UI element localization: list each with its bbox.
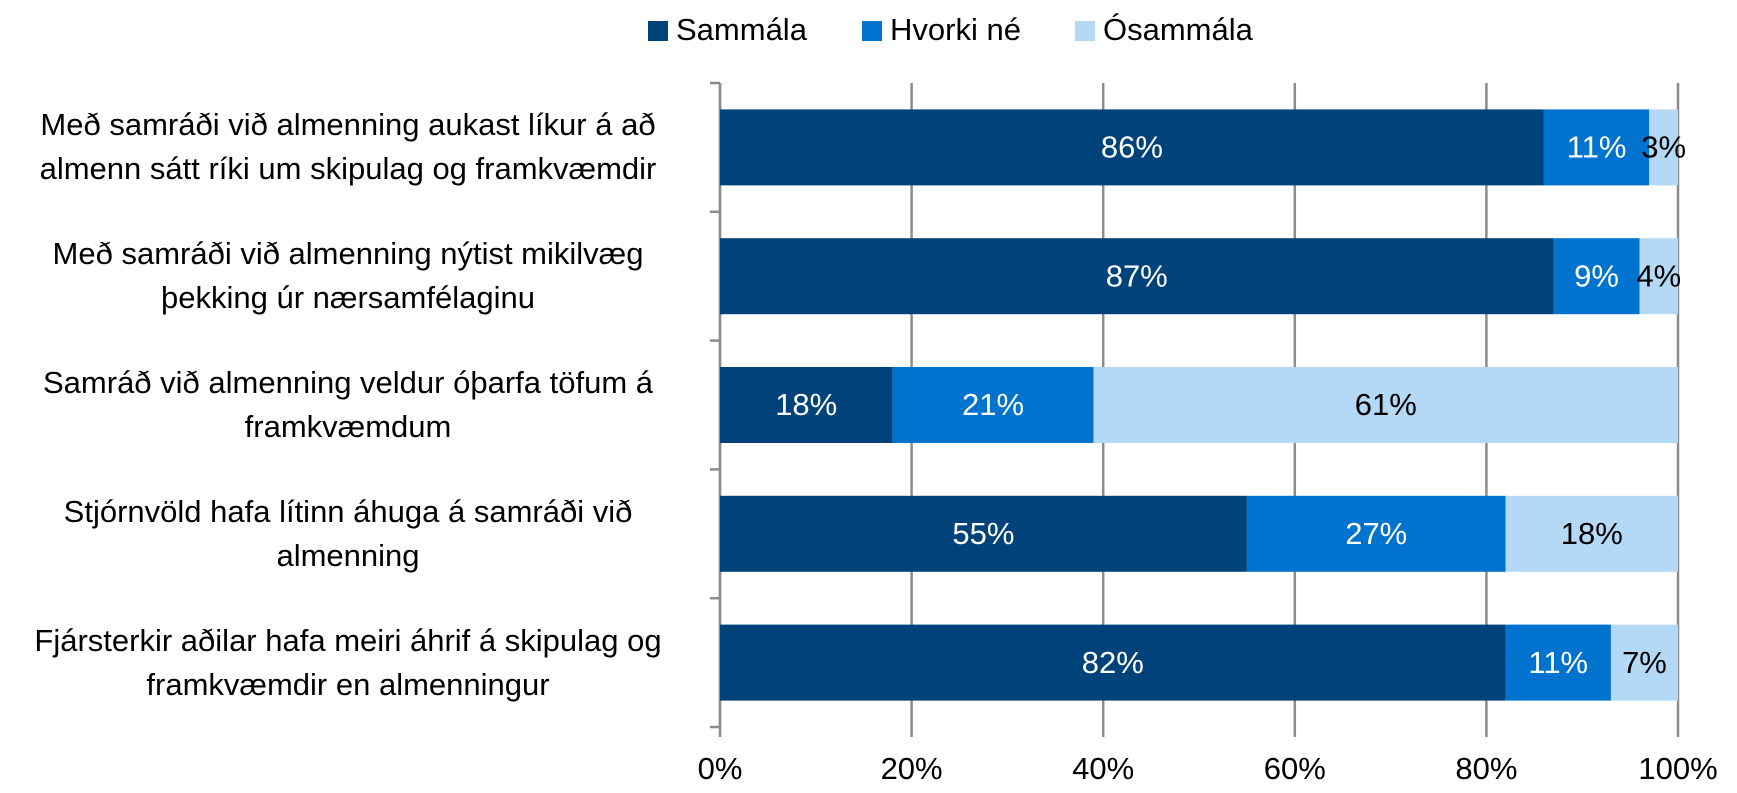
bar-segment: [1505, 624, 1611, 701]
value-label: 18%: [775, 387, 837, 422]
bar-segment: [720, 624, 1506, 701]
legend-swatch: [862, 21, 882, 41]
bar-segment: [1246, 495, 1506, 572]
legend-label: Sammála: [676, 12, 808, 47]
bar-segment: [1543, 109, 1650, 186]
legend-label: Hvorki né: [890, 12, 1021, 47]
bar-segment: [1553, 238, 1640, 315]
value-label: 9%: [1574, 258, 1619, 293]
value-label: 4%: [1636, 258, 1681, 293]
value-label: 27%: [1345, 516, 1407, 551]
x-tick-label: 60%: [1264, 751, 1326, 786]
value-label: 11%: [1528, 645, 1588, 680]
category-label: Samráð við almenning veldur óþarfa töfum…: [43, 365, 653, 444]
bar-segment: [720, 367, 893, 443]
legend-label: Ósammála: [1103, 12, 1254, 47]
category-label: Með samráði við almenning aukast líkur á…: [39, 107, 657, 187]
value-label: 11%: [1567, 130, 1627, 165]
legend-swatch: [1075, 21, 1095, 41]
x-tick-label: 40%: [1072, 751, 1134, 786]
bar-segment: [1093, 367, 1678, 443]
legend-swatch: [648, 21, 668, 41]
bar-segment: [892, 367, 1094, 443]
value-label: 61%: [1355, 387, 1417, 422]
category-label: Stjórnvöld hafa lítinn áhuga á samráði v…: [63, 493, 633, 573]
x-tick-label: 20%: [881, 751, 943, 786]
bar-segment: [720, 109, 1544, 186]
value-label: 82%: [1082, 645, 1144, 680]
category-label: Fjársterkir aðilar hafa meiri áhrif á sk…: [34, 622, 662, 702]
bar-segment: [1505, 495, 1678, 572]
bar-segment: [720, 238, 1554, 315]
bar-segment: [1649, 109, 1678, 186]
bar-segment: [720, 495, 1247, 572]
x-tick-label: 0%: [698, 751, 743, 786]
value-label: 7%: [1622, 645, 1667, 680]
x-tick-label: 100%: [1638, 751, 1717, 786]
bar-segment: [1639, 238, 1678, 315]
value-label: 86%: [1101, 130, 1163, 165]
category-label: Með samráði við almenning nýtist mikilvæ…: [52, 236, 644, 316]
value-label: 3%: [1641, 130, 1686, 165]
value-label: 87%: [1106, 258, 1168, 293]
bar-segment: [1610, 624, 1678, 701]
value-label: 55%: [952, 516, 1014, 551]
value-label: 18%: [1561, 516, 1623, 551]
x-tick-label: 80%: [1455, 751, 1517, 786]
value-label: 21%: [962, 387, 1024, 422]
